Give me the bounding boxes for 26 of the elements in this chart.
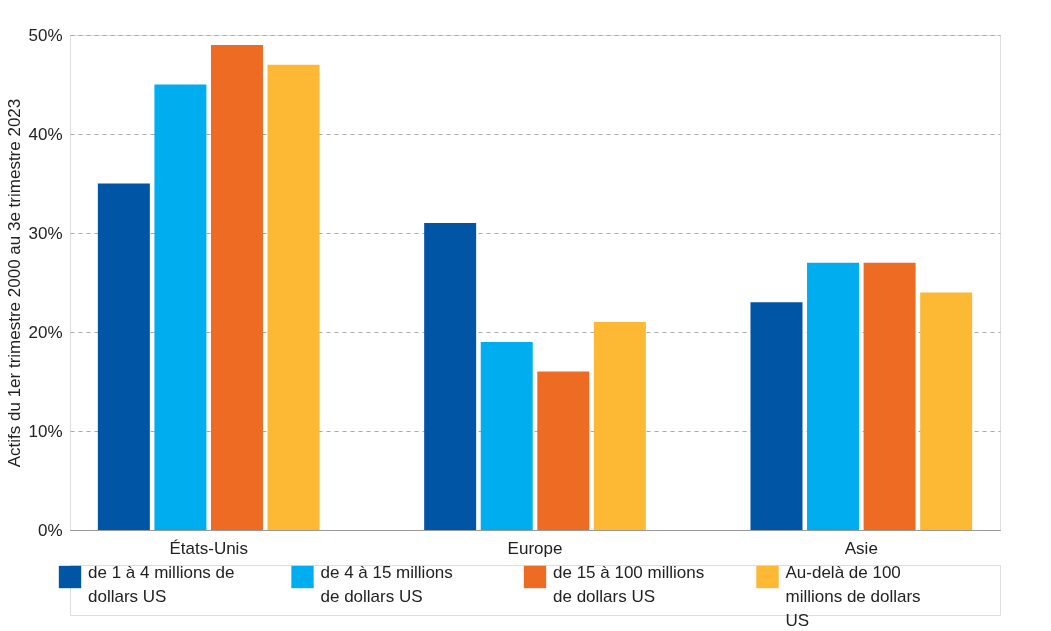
y-tick-label: 10% (28, 421, 63, 441)
legend-label: de 1 à 4 millions de dollars US (88, 563, 235, 606)
y-tick-label: 30% (28, 223, 63, 243)
legend-label: de 15 à 100 millions de dollars US (553, 563, 705, 606)
x-tick-label: Europe (507, 538, 563, 558)
y-axis-title: Actifs du 1er trimestre 2000 au 3e trimestre 2023 (5, 98, 25, 468)
bar (537, 371, 590, 530)
y-tick-label: 0% (37, 520, 63, 540)
bar (424, 223, 477, 530)
bar (480, 341, 533, 530)
legend-label: de 4 à 15 millions de dollars US (320, 563, 453, 606)
bar (210, 44, 263, 530)
y-tick-label: 40% (28, 124, 63, 144)
x-tick-label: Asie (844, 538, 878, 558)
bar (807, 262, 860, 530)
bar (750, 302, 803, 530)
y-tick-label: 50% (28, 25, 63, 45)
bar (863, 262, 916, 530)
x-tick-label: États-Unis (169, 538, 248, 558)
bar (154, 84, 207, 530)
bar (97, 183, 150, 530)
bar (593, 322, 646, 530)
bar (920, 292, 973, 530)
y-tick-label: 20% (28, 322, 63, 342)
legend-label: Au-delà de 100 millions de dollars US (785, 563, 921, 630)
bar (267, 64, 320, 530)
